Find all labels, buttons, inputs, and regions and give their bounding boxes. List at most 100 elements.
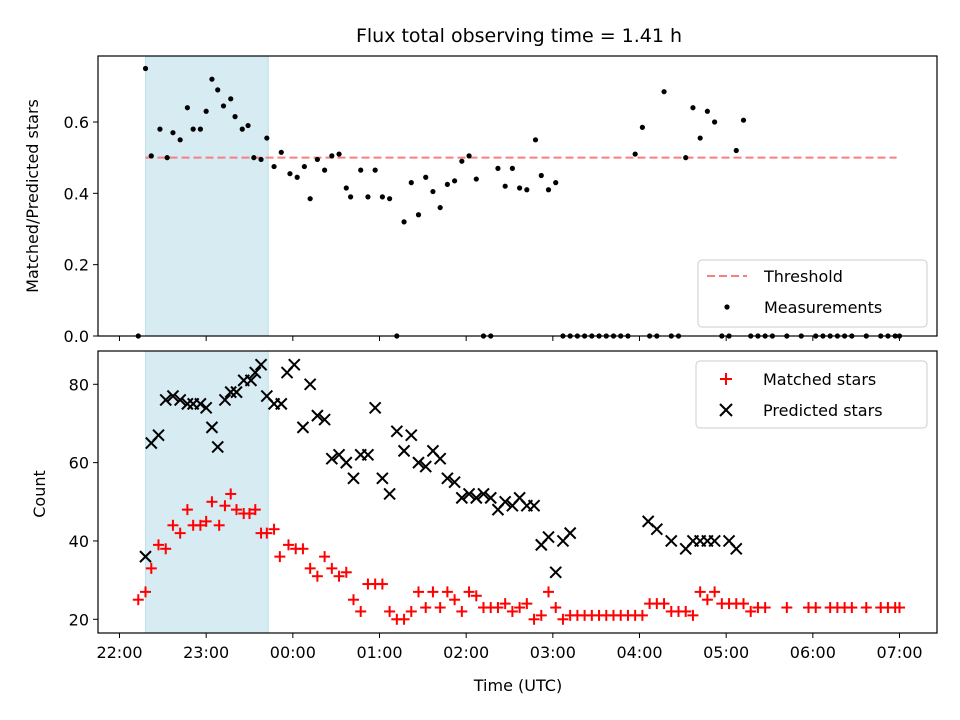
predicted-star-point	[224, 385, 237, 399]
predicted-star-point	[296, 421, 310, 434]
matched-star-point	[514, 602, 526, 614]
measurement-point	[661, 89, 667, 95]
bottom-y-tick-label: 60	[69, 454, 89, 473]
measurement-point	[307, 196, 313, 202]
top-panel: 0.0 0.2 0.4 0.6 Matched/Predicted stars Thr…	[23, 55, 938, 346]
legend-measurements-label: Measurements	[764, 298, 882, 317]
matched-star-point	[384, 605, 396, 617]
measurement-point	[228, 96, 234, 102]
measurement-point	[322, 167, 328, 173]
predicted-star-point	[455, 491, 469, 505]
predicted-star-point	[542, 530, 555, 544]
measurement-point	[190, 126, 196, 132]
matched-star-point	[427, 586, 439, 598]
matched-star-point	[781, 602, 793, 614]
measurement-point	[524, 187, 530, 193]
top-y-tick-label: 0.2	[64, 256, 89, 275]
top-y-axis-label: Matched/Predicted stars	[23, 99, 42, 293]
measurement-point	[712, 119, 718, 125]
measurement-point	[278, 149, 284, 155]
measurement-point	[437, 204, 443, 211]
legend-matched-label: Matched stars	[763, 370, 876, 389]
matched-star-point	[543, 586, 554, 598]
predicted-star-point	[166, 389, 180, 403]
x-tick-label: 01:00	[356, 643, 402, 662]
predicted-star-point	[340, 456, 353, 469]
matched-star-point	[153, 539, 164, 551]
measurement-point	[408, 180, 414, 186]
measurement-point	[271, 163, 277, 170]
matched-star-point	[441, 586, 453, 598]
matched-star-point	[311, 570, 323, 582]
x-tick-label: 05:00	[703, 643, 749, 662]
measurement-point	[415, 212, 422, 218]
predicted-star-point	[448, 476, 461, 489]
measurement-point	[170, 130, 176, 136]
measurement-point	[690, 105, 696, 111]
matched-star-point	[333, 570, 345, 582]
matched-star-point	[167, 519, 179, 531]
measurement-point	[632, 151, 638, 157]
matched-star-point	[846, 602, 858, 614]
measurement-point	[209, 76, 215, 82]
matched-star-point	[492, 602, 504, 614]
measurement-point	[733, 147, 739, 154]
x-tick-label: 02:00	[443, 643, 489, 662]
predicted-star-point	[211, 440, 224, 454]
top-y-tick-label: 0.0	[64, 327, 89, 346]
measurement-point	[220, 103, 227, 109]
predicted-star-point	[303, 378, 317, 391]
measurement-point	[232, 114, 238, 120]
predicted-star-point	[433, 452, 447, 465]
matched-star-point	[550, 602, 562, 614]
predicted-star-point	[288, 358, 301, 371]
matched-star-point	[261, 527, 273, 539]
matched-star-point	[405, 605, 417, 617]
measurement-point	[639, 124, 645, 130]
measurement-point	[459, 158, 465, 164]
measurement-point	[251, 155, 257, 161]
predicted-star-point	[249, 366, 262, 379]
x-tick-label: 03:00	[530, 643, 576, 662]
predicted-star-point	[730, 542, 743, 555]
matched-star-point	[219, 500, 231, 512]
measurement-point	[177, 137, 183, 143]
legend-measurements-swatch	[724, 304, 730, 310]
matched-star-point	[687, 609, 699, 621]
matched-star-point	[174, 527, 186, 539]
predicted-star-point	[441, 472, 454, 485]
measurement-point	[387, 196, 393, 202]
matched-star-point	[213, 519, 225, 531]
predicted-star-point	[390, 425, 404, 438]
predicted-star-point	[383, 487, 396, 501]
matched-star-point	[244, 508, 255, 520]
measurement-point	[704, 108, 710, 114]
predicted-star-point	[152, 429, 165, 442]
matched-star-point	[420, 602, 432, 614]
matched-star-point	[449, 594, 461, 606]
measurement-point	[683, 155, 689, 161]
bottom-y-axis-label: Count	[30, 470, 49, 518]
matched-star-point	[249, 504, 261, 516]
predicted-star-point	[218, 393, 232, 407]
matched-star-point	[470, 590, 482, 602]
matched-star-point	[709, 586, 721, 598]
matched-star-point	[521, 598, 533, 610]
measurement-point	[538, 172, 544, 179]
matched-star-point	[355, 605, 367, 617]
bottom-plot-frame	[97, 350, 938, 634]
measurement-point	[372, 167, 378, 173]
predicted-star-point	[527, 499, 541, 512]
predicted-star-point	[708, 534, 721, 548]
predicted-star-point	[405, 429, 418, 442]
x-axis-label: Time (UTC)	[473, 676, 562, 695]
measurement-point	[245, 122, 251, 129]
measurement-point	[365, 194, 371, 200]
measurement-point	[294, 174, 300, 180]
matched-star-point	[206, 496, 218, 508]
predicted-star-point	[498, 495, 512, 508]
predicted-star-point	[376, 472, 389, 485]
predicted-star-point	[347, 472, 360, 485]
matched-star-point	[283, 539, 294, 551]
